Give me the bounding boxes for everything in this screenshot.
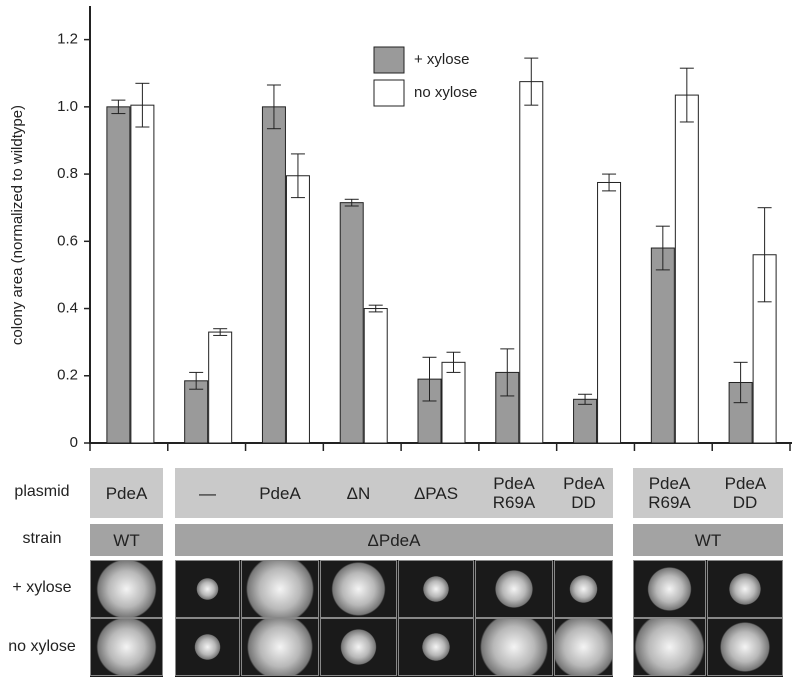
error-bar	[189, 371, 204, 390]
strain-cell: WT	[90, 524, 163, 556]
colony-image	[633, 618, 706, 676]
cell-text: PdeA R69A	[648, 474, 691, 512]
error-bar	[733, 361, 748, 404]
bar	[597, 181, 622, 444]
y-tick-label: 0.8	[57, 165, 78, 182]
legend-label: no xylose	[414, 84, 477, 101]
bar	[184, 380, 209, 444]
colony-image	[554, 618, 613, 676]
plasmid-cell: PdeA R69A	[633, 468, 706, 518]
error-bar	[655, 225, 670, 271]
colony-image	[398, 618, 474, 676]
strain-cell: WT	[633, 524, 783, 556]
error-bar	[524, 57, 539, 106]
legend-swatch	[373, 46, 405, 74]
cell-text: WT	[694, 530, 722, 550]
error-bar	[290, 153, 305, 199]
colony-image	[633, 560, 706, 618]
plasmid-block	[90, 468, 163, 518]
plasmid-cell: PdeA R69A	[475, 468, 553, 518]
bar	[573, 398, 598, 444]
cell-text: PdeA	[105, 483, 148, 503]
plasmid-cell: —	[175, 468, 240, 518]
cell-text: WT	[113, 530, 140, 550]
error-bar	[266, 84, 281, 130]
plasmid-cell: ΔN	[320, 468, 397, 518]
cell-text: ΔPAS	[413, 483, 459, 503]
error-bar	[679, 67, 694, 123]
colony-image	[175, 560, 240, 618]
bar	[130, 104, 155, 444]
bar	[208, 331, 233, 444]
colony-image	[475, 560, 553, 618]
error-bar	[111, 99, 126, 115]
row-label: strain	[22, 530, 62, 547]
plasmid-block	[175, 468, 613, 518]
error-bar	[368, 304, 383, 313]
colony-image	[398, 560, 474, 618]
error-bar	[446, 351, 461, 373]
plasmid-cell: PdeA	[90, 468, 163, 518]
error-bar	[578, 393, 593, 405]
colony-image	[241, 618, 319, 676]
row-label: no xylose	[8, 637, 76, 655]
plasmid-cell: PdeA DD	[554, 468, 613, 518]
colony-image	[90, 560, 163, 618]
bar	[106, 106, 131, 444]
colony-image	[90, 618, 163, 676]
y-axis-label: colony area (normalized to wildtype)	[9, 105, 26, 345]
error-bar	[344, 198, 359, 207]
error-bar	[135, 82, 150, 128]
cell-text: PdeA	[259, 483, 301, 503]
bar	[441, 361, 466, 444]
row-label: + xylose	[12, 579, 72, 596]
plasmid-block	[633, 468, 783, 518]
plasmid-cell: PdeA DD	[707, 468, 783, 518]
colony-image	[475, 618, 553, 676]
bar	[285, 175, 310, 444]
colony-image	[320, 560, 397, 618]
colony-image	[175, 618, 240, 676]
cell-text: ΔPdeA	[367, 530, 421, 550]
bar	[674, 94, 699, 444]
y-tick-label: 0.2	[57, 367, 78, 384]
y-tick-label: 1.2	[57, 31, 78, 48]
bar	[261, 106, 286, 444]
cell-text: PdeA R69A	[492, 474, 536, 512]
bar	[363, 308, 388, 444]
bar	[339, 202, 364, 444]
cell-text: PdeA DD	[563, 474, 605, 512]
bar	[519, 81, 544, 444]
cell-text: —	[199, 483, 216, 503]
error-bar	[602, 173, 617, 192]
colony-image	[554, 560, 613, 618]
legend-swatch	[373, 79, 405, 107]
cell-text: PdeA DD	[724, 474, 767, 512]
y-tick-label: 1.0	[57, 98, 78, 115]
cell-text: ΔN	[346, 483, 371, 503]
error-bar	[213, 328, 228, 336]
bar	[650, 247, 675, 444]
colony-image	[320, 618, 397, 676]
plasmid-cell: ΔPAS	[398, 468, 474, 518]
legend-label: + xylose	[414, 51, 469, 68]
error-bar	[500, 348, 515, 397]
error-bar	[422, 356, 437, 402]
strain-cell: ΔPdeA	[175, 524, 613, 556]
y-tick-label: 0	[70, 434, 78, 451]
colony-image	[241, 560, 319, 618]
row-label: plasmid	[14, 483, 70, 500]
error-bar	[757, 207, 772, 303]
colony-image	[707, 618, 783, 676]
plasmid-cell: PdeA	[241, 468, 319, 518]
y-tick-label: 0.6	[57, 232, 78, 249]
y-tick-label: 0.4	[57, 300, 78, 317]
colony-image	[707, 560, 783, 618]
